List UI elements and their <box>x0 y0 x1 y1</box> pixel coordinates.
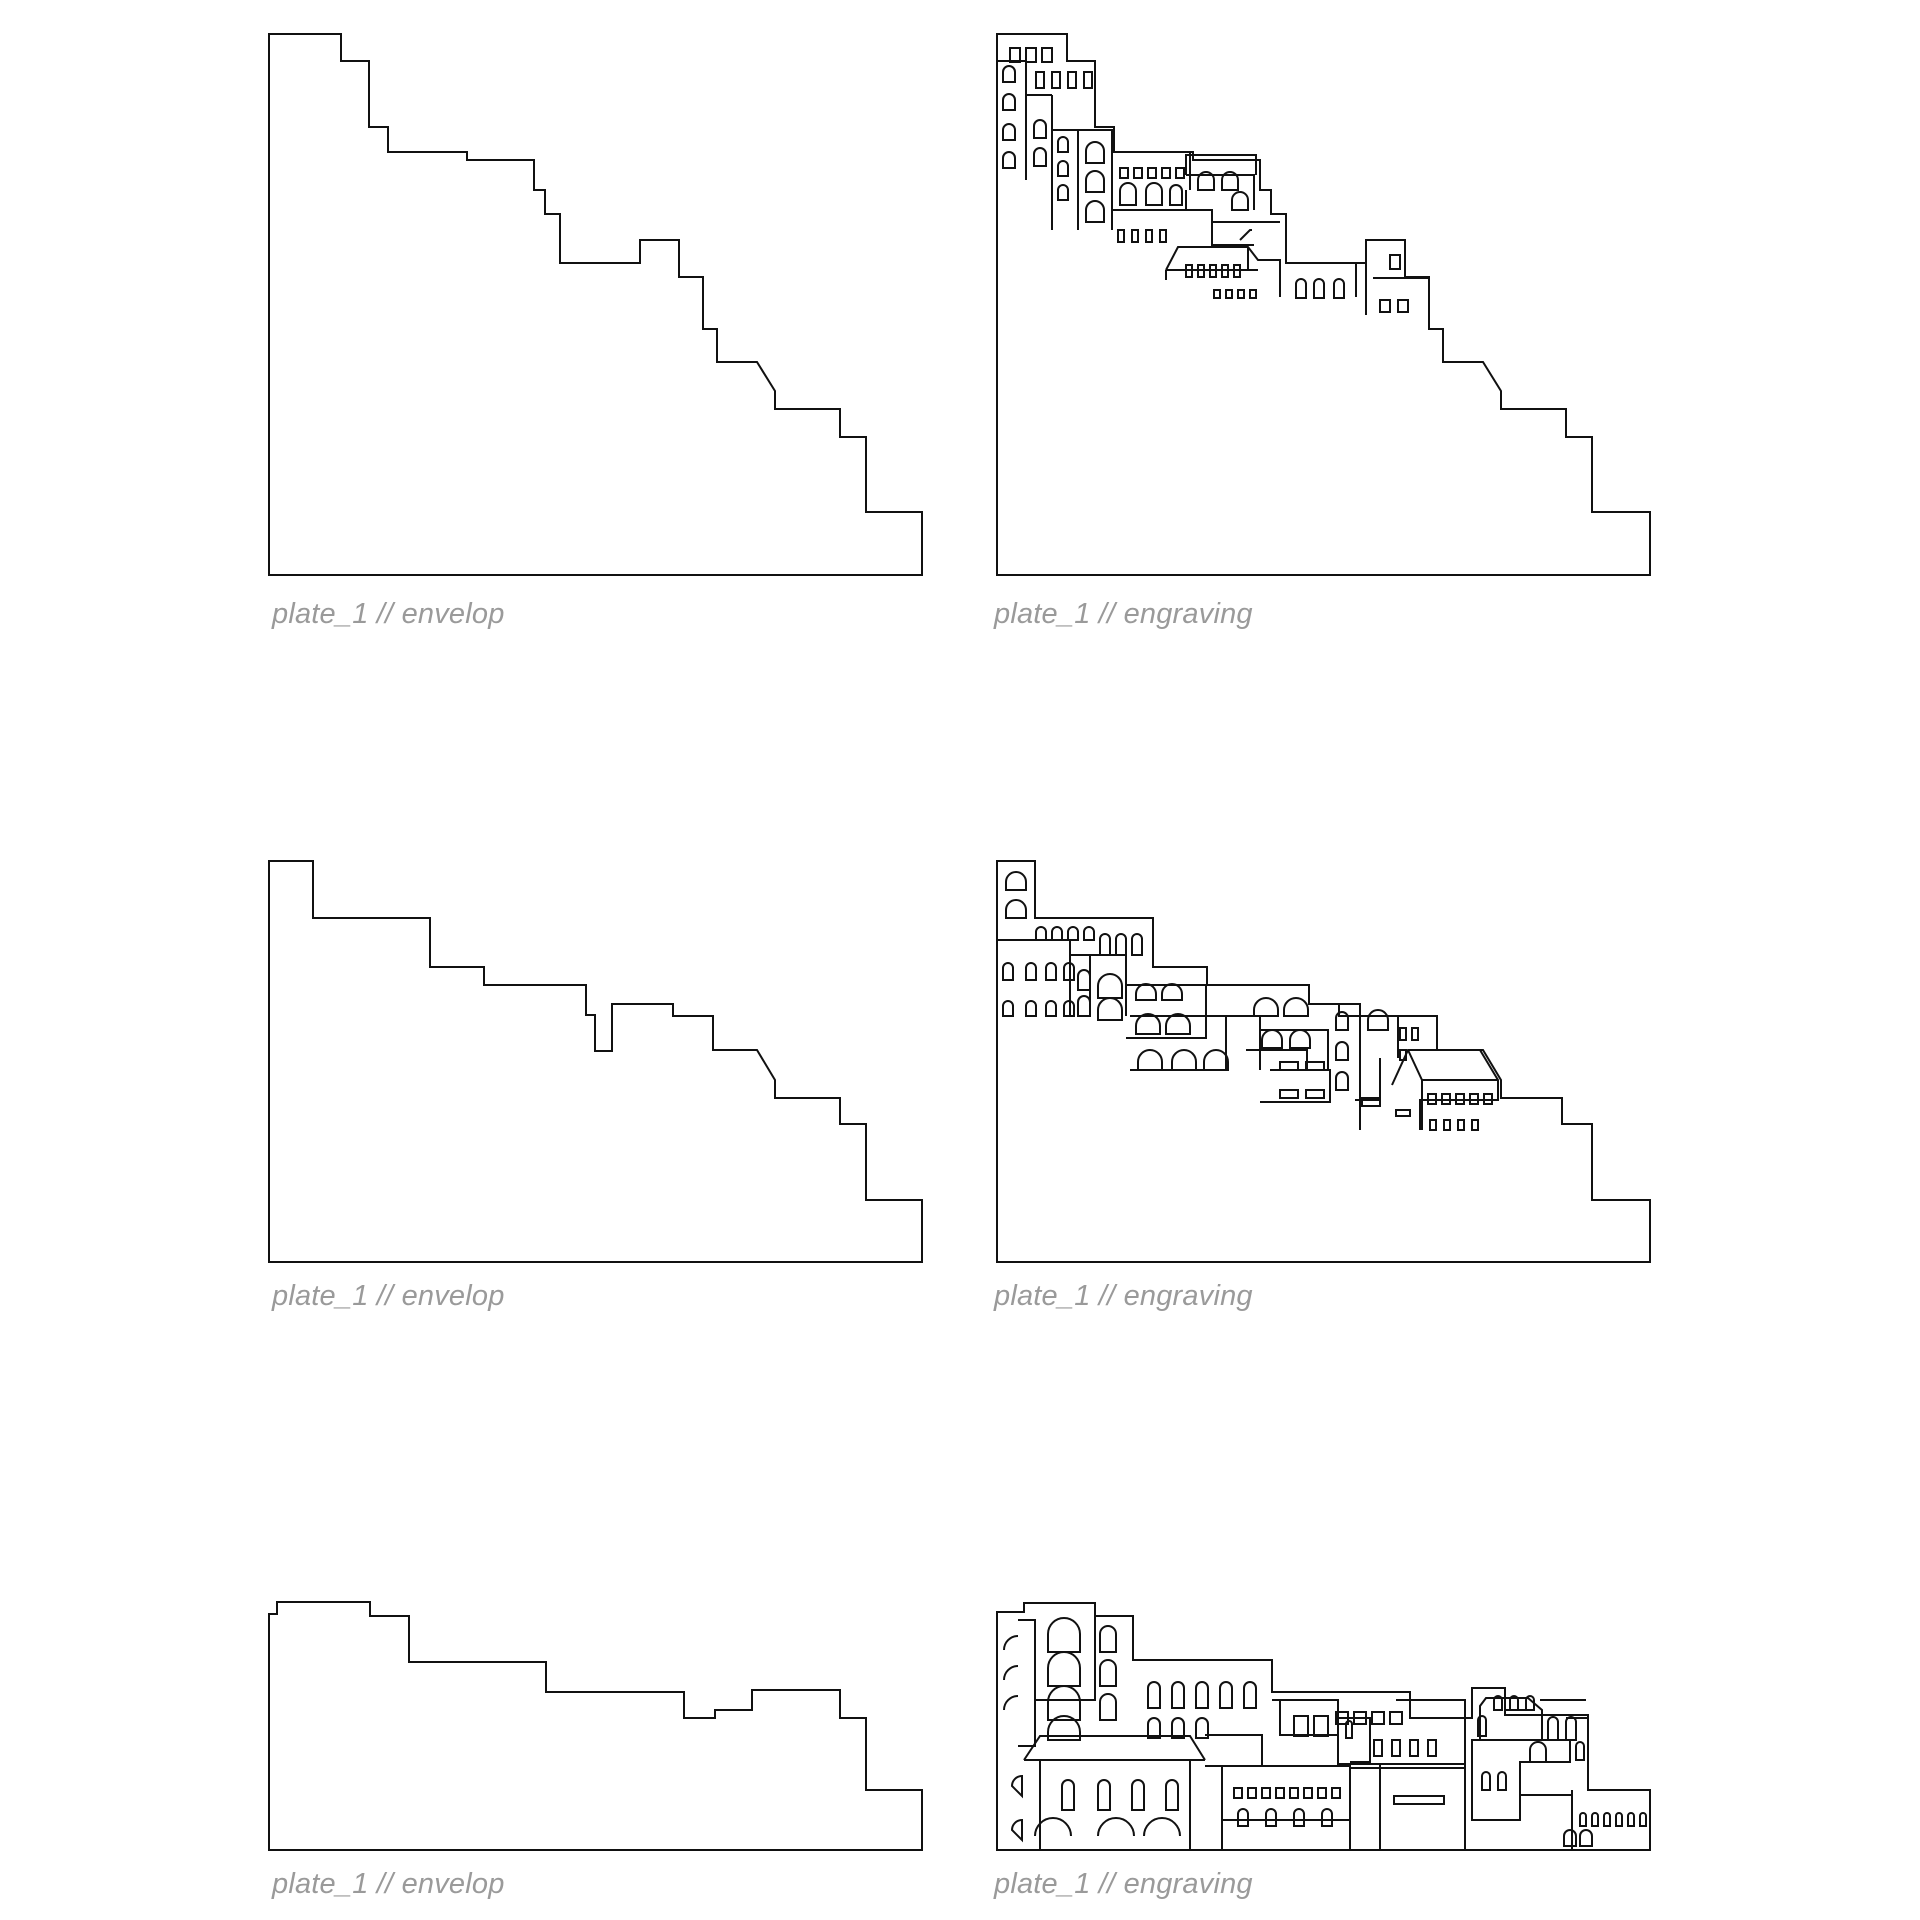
engraving-outline <box>996 1602 1651 1851</box>
plate-caption: plate_1 // envelop <box>272 1280 505 1312</box>
envelop-outline <box>268 33 923 576</box>
building-cluster <box>997 939 1499 1130</box>
engraving-plate <box>996 860 1651 1263</box>
plate-caption: plate_1 // envelop <box>272 1868 505 1900</box>
window-grid <box>1002 47 1409 313</box>
window-grid <box>1002 871 1493 1131</box>
plate-caption: plate_1 // engraving <box>994 1868 1253 1900</box>
engraving-outline <box>996 860 1651 1263</box>
plate-caption: plate_1 // envelop <box>272 598 505 630</box>
envelop-outline <box>268 1601 923 1851</box>
plate-caption: plate_1 // engraving <box>994 1280 1253 1312</box>
building-cluster <box>997 60 1430 315</box>
engraving-outline <box>996 33 1651 576</box>
engraving-plate <box>996 1602 1651 1851</box>
engraving-plate <box>996 33 1651 576</box>
envelop-outline <box>268 860 923 1263</box>
plate-caption: plate_1 // engraving <box>994 598 1253 630</box>
window-grid <box>1003 1617 1647 1847</box>
